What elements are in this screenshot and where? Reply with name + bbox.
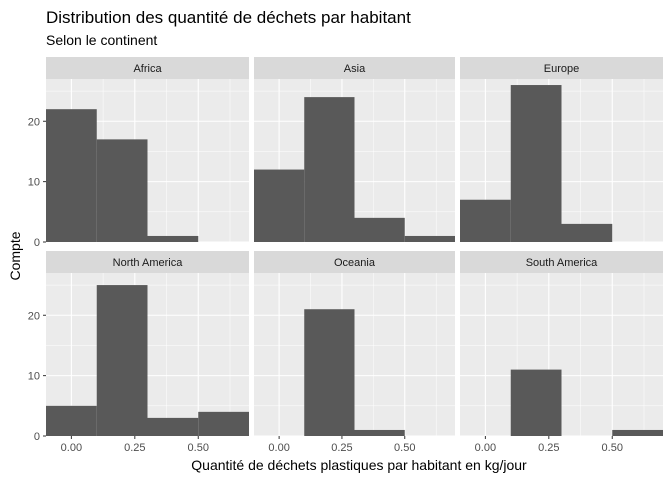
histogram-bar-north-america	[46, 405, 97, 436]
y-axis-title: Compte	[7, 231, 23, 280]
histogram-bar-asia	[304, 97, 355, 242]
facet-label-south-america: South America	[526, 257, 598, 269]
y-tick-label: 0	[34, 431, 40, 443]
facet-label-north-america: North America	[113, 257, 184, 269]
histogram-bar-europe	[510, 85, 562, 242]
facet-label-oceania: Oceania	[334, 257, 376, 269]
y-tick-label: 20	[28, 116, 40, 128]
histogram-bar-south-america	[510, 369, 562, 436]
histogram-bar-europe	[460, 199, 511, 242]
histogram-bar-north-america	[198, 411, 249, 436]
facet-strip-north-america	[46, 251, 249, 273]
facet-panels: Africa 0 10 20 Asia Europe North America 0 10 20 0…	[28, 57, 663, 454]
facet-strip-oceania	[254, 251, 455, 273]
y-tick-label: 10	[28, 177, 40, 189]
y-tick-label: 10	[28, 371, 40, 383]
facet-label-africa: Africa	[133, 63, 162, 75]
x-axis-title: Quantité de déchets plastiques par habit…	[191, 457, 527, 473]
histogram-bar-africa	[46, 109, 97, 243]
histogram-bar-south-america	[612, 429, 663, 436]
histogram-bar-oceania	[354, 429, 405, 436]
chart-subtitle: Selon le continent	[46, 32, 157, 48]
chart-title: Distribution des quantité de déchets par…	[46, 8, 411, 27]
histogram-bar-oceania	[304, 309, 355, 436]
histogram-bar-asia	[254, 169, 305, 242]
facet-label-asia: Asia	[344, 63, 366, 75]
facet-strip-south-america	[460, 251, 663, 273]
x-tick-label: 0.00	[475, 442, 496, 454]
histogram-bar-north-america	[96, 285, 148, 436]
histogram-bar-asia	[354, 217, 405, 242]
x-tick-label: 0.50	[188, 442, 209, 454]
x-tick-label: 0.25	[331, 442, 352, 454]
y-tick-label: 20	[28, 310, 40, 322]
histogram-bar-europe	[561, 223, 613, 242]
facet-strip-europe	[460, 57, 663, 79]
x-tick-label: 0.50	[394, 442, 415, 454]
x-tick-label: 0.00	[61, 442, 82, 454]
y-tick-label: 0	[34, 237, 40, 249]
histogram-bar-africa	[147, 235, 199, 242]
histogram-bar-asia	[404, 235, 455, 242]
x-tick-label: 0.50	[602, 442, 623, 454]
facet-strip-asia	[254, 57, 455, 79]
histogram-bar-africa	[96, 139, 148, 242]
facet-label-europe: Europe	[544, 63, 579, 75]
facet-strip-africa	[46, 57, 249, 79]
x-tick-label: 0.25	[538, 442, 559, 454]
x-tick-label: 0.00	[268, 442, 289, 454]
x-tick-label: 0.25	[124, 442, 145, 454]
histogram-bar-north-america	[147, 417, 199, 436]
